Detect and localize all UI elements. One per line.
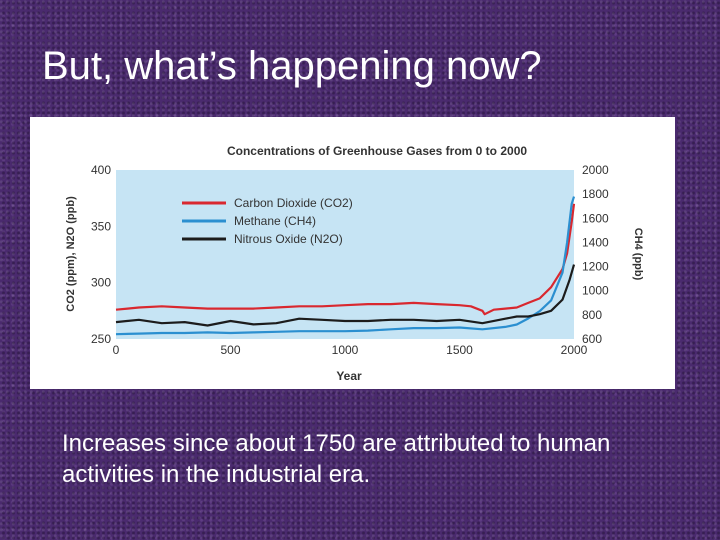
y-left-tick-label: 300 (91, 276, 111, 290)
y-right-tick-label: 1400 (582, 235, 609, 249)
y-right-tick-label: 1800 (582, 187, 609, 201)
legend-ch4-label: Methane (CH4) (234, 214, 316, 228)
y-left-tick-label: 400 (91, 163, 111, 177)
x-tick-label: 1000 (332, 343, 359, 357)
y-right-tick-label: 1000 (582, 284, 609, 298)
legend-co2-label: Carbon Dioxide (CO2) (234, 196, 353, 210)
y-right-tick-label: 800 (582, 308, 602, 322)
greenhouse-gas-chart: Concentrations of Greenhouse Gases from … (65, 144, 644, 383)
y-right-tick-label: 2000 (582, 163, 609, 177)
n2o-series-line (115, 264, 576, 327)
chart-panel: Concentrations of Greenhouse Gases from … (30, 117, 675, 389)
x-tick-label: 500 (220, 343, 240, 357)
y-left-tick-label: 250 (91, 332, 111, 346)
slide-caption: Increases since about 1750 are attribute… (62, 430, 611, 488)
plot-area (116, 170, 574, 339)
legend-n2o-label: Nitrous Oxide (N2O) (234, 232, 343, 246)
x-tick-label: 2000 (561, 343, 588, 357)
x-axis-label: Year (336, 369, 362, 383)
slide-title: But, what’s happening now? (42, 44, 542, 88)
ch4-series-line (115, 196, 576, 336)
x-tick-label: 1500 (446, 343, 473, 357)
x-tick-label: 0 (113, 343, 120, 357)
y-right-tick-label: 1600 (582, 211, 609, 225)
y-axis-left-label: CO2 (ppm), N2O (ppb) (65, 196, 77, 312)
chart-title: Concentrations of Greenhouse Gases from … (227, 144, 527, 158)
co2-series-line (115, 203, 576, 316)
y-left-tick-label: 350 (91, 219, 111, 233)
y-right-tick-label: 1200 (582, 260, 609, 274)
y-axis-right-label: CH4 (ppb) (632, 228, 644, 281)
y-right-tick-label: 600 (582, 332, 602, 346)
